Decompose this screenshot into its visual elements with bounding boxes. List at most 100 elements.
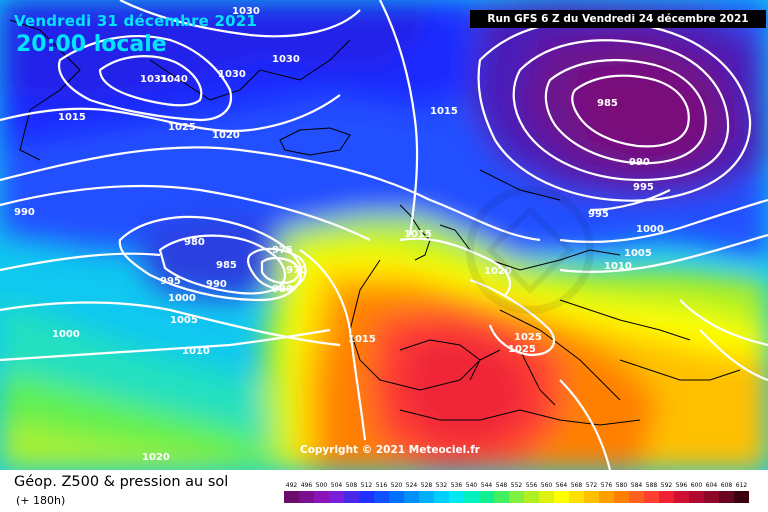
isobar-label: 1000 <box>52 329 80 340</box>
isobar-label: 970 <box>286 265 307 276</box>
legend-swatch <box>479 491 494 503</box>
isobar-label: 1040 <box>160 74 188 85</box>
isobar-label: 1020 <box>142 452 170 463</box>
isobar-label: 1015 <box>348 334 376 345</box>
legend-swatch <box>314 491 329 503</box>
isobar-label: 990 <box>629 157 650 168</box>
legend-tick-label: 600 <box>691 482 703 489</box>
legend-tick-label: 568 <box>571 482 583 489</box>
legend-swatch <box>629 491 644 503</box>
legend-swatch <box>404 491 419 503</box>
legend-swatch <box>329 491 344 503</box>
legend-swatch <box>284 491 299 503</box>
legend-tick-label: 608 <box>721 482 733 489</box>
model-run-info: Run GFS 6 Z du Vendredi 24 décembre 2021 <box>470 10 766 28</box>
legend-swatch <box>644 491 659 503</box>
legend-tick-label: 548 <box>496 482 508 489</box>
legend-tick-label: 596 <box>676 482 688 489</box>
isobar-label: 990 <box>206 279 227 290</box>
legend-tick-label: 508 <box>346 482 358 489</box>
forecast-local-time: 20:00 locale <box>16 32 167 57</box>
isobar-label: 1020 <box>484 266 512 277</box>
legend-swatch <box>539 491 554 503</box>
legend-swatch <box>674 491 689 503</box>
legend-tick-label: 520 <box>391 482 403 489</box>
isobar-label: 1000 <box>636 224 664 235</box>
forecast-lead-time: (+ 180h) <box>16 494 66 507</box>
legend-tick-label: 500 <box>316 482 328 489</box>
isobar-label: 1015 <box>430 106 458 117</box>
legend-tick-label: 560 <box>541 482 553 489</box>
isobar-label: 1000 <box>168 293 196 304</box>
legend-tick-label: 572 <box>586 482 598 489</box>
legend-tick-label: 524 <box>406 482 418 489</box>
legend-tick-label: 576 <box>601 482 613 489</box>
legend-tick-label: 544 <box>481 482 493 489</box>
isobar-label: 1015 <box>404 229 432 240</box>
legend-swatch <box>584 491 599 503</box>
isobar-label: 985 <box>597 98 618 109</box>
isobar-label: 1030 <box>272 54 300 65</box>
coastlines <box>9 19 741 426</box>
legend-swatch <box>734 491 749 503</box>
legend-swatch <box>524 491 539 503</box>
legend-tick-label: 540 <box>466 482 478 489</box>
legend-swatch <box>704 491 719 503</box>
isobar-label: 995 <box>588 209 609 220</box>
legend-tick-label: 604 <box>706 482 718 489</box>
legend-swatch <box>554 491 569 503</box>
legend-swatch <box>614 491 629 503</box>
legend-tick-label: 536 <box>451 482 463 489</box>
isobar-label: 1015 <box>58 112 86 123</box>
isobar-label: 1025 <box>514 332 542 343</box>
isobar-label: 1020 <box>212 130 240 141</box>
legend-swatch <box>434 491 449 503</box>
legend-tick-label: 528 <box>421 482 433 489</box>
isobar-label: 985 <box>216 260 237 271</box>
legend-tick-label: 492 <box>286 482 298 489</box>
legend-tick-label: 592 <box>661 482 673 489</box>
legend-swatch <box>599 491 614 503</box>
legend-swatch <box>689 491 704 503</box>
legend-swatch <box>359 491 374 503</box>
legend-tick-label: 584 <box>631 482 643 489</box>
copyright-notice: Copyright © 2021 Meteociel.fr <box>300 444 480 456</box>
legend-tick-label: 496 <box>301 482 313 489</box>
isobar-label: 1025 <box>168 122 196 133</box>
legend-swatch <box>419 491 434 503</box>
legend-tick-label: 532 <box>436 482 448 489</box>
legend-tick-label: 552 <box>511 482 523 489</box>
legend-swatch <box>449 491 464 503</box>
legend-swatch <box>299 491 314 503</box>
isobar-label: 1005 <box>624 248 652 259</box>
isobar-label: 1010 <box>182 346 210 357</box>
isobar-label: 1005 <box>170 315 198 326</box>
isobar-label: 1025 <box>508 344 536 355</box>
isobar-label: 1030 <box>218 69 246 80</box>
legend-tick-label: 512 <box>361 482 373 489</box>
legend-swatch <box>494 491 509 503</box>
isobar-label: 975 <box>272 245 293 256</box>
legend-swatch <box>374 491 389 503</box>
legend-swatch <box>569 491 584 503</box>
isobar-label: 995 <box>160 276 181 287</box>
isobar-label: 980 <box>184 237 205 248</box>
forecast-date: Vendredi 31 décembre 2021 <box>14 12 258 30</box>
legend-swatch <box>719 491 734 503</box>
legend-swatch <box>509 491 524 503</box>
isobar-label: 980 <box>272 284 293 295</box>
legend-tick-label: 556 <box>526 482 538 489</box>
isobar-label: 1031 <box>140 74 168 85</box>
legend-tick-label: 580 <box>616 482 628 489</box>
color-scale-legend: 492 496 500 504 508 512 516 520 524 528 532 536 540 5… <box>284 482 749 503</box>
isobar-label: 995 <box>633 182 654 193</box>
legend-swatch <box>389 491 404 503</box>
isobar-label: 1010 <box>604 261 632 272</box>
legend-swatch <box>464 491 479 503</box>
legend-swatch <box>659 491 674 503</box>
legend-swatch <box>344 491 359 503</box>
isobar-label: 990 <box>14 207 35 218</box>
